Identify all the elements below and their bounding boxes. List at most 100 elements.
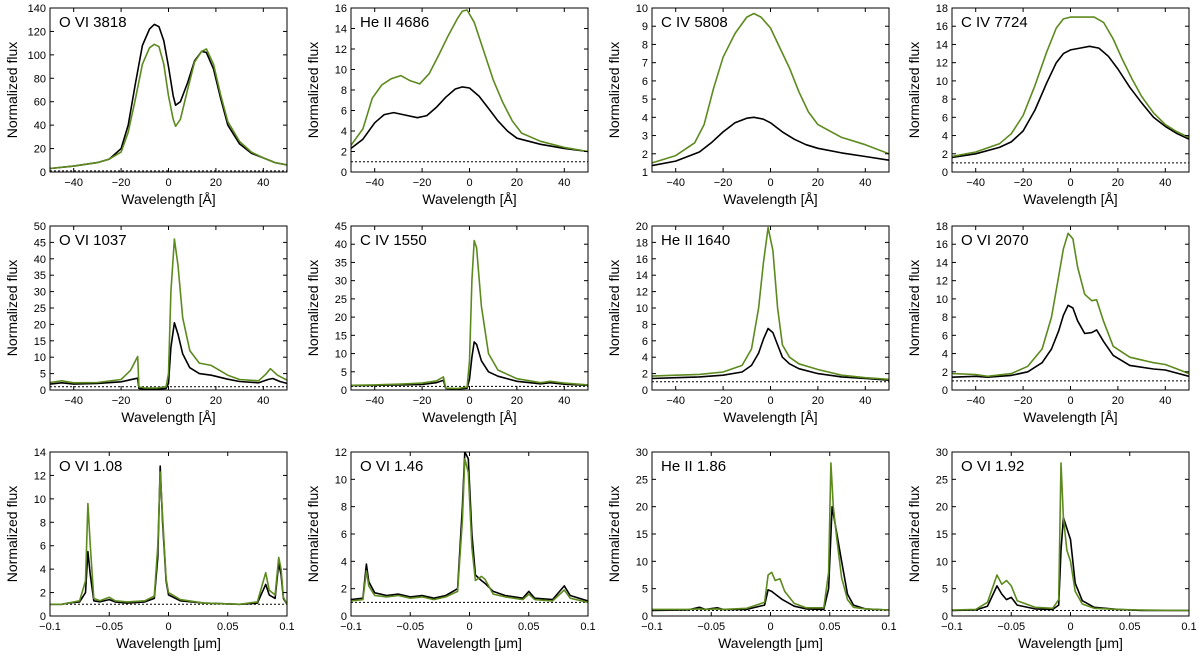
y-tick-label: 8	[642, 39, 648, 51]
y-tick-label: 30	[34, 287, 46, 299]
x-tick-label: 0	[165, 621, 171, 633]
series-line-black	[351, 452, 588, 602]
y-tick-label: 16	[936, 21, 948, 33]
series-line-black	[952, 45, 1189, 159]
y-tick-label: 10	[936, 76, 948, 88]
x-tick-label: −0.1	[340, 621, 362, 633]
x-tick-label: −20	[413, 177, 432, 189]
y-tick-label: 6	[40, 541, 46, 553]
x-axis-label: Wavelength [Å]	[121, 191, 215, 207]
y-tick-label: 2	[341, 584, 347, 596]
x-axis-label: Wavelength [μm]	[718, 635, 823, 651]
x-axis-label: Wavelength [Å]	[723, 191, 817, 207]
y-tick-label: 40	[335, 239, 347, 251]
panel-title: C IV 5808	[661, 14, 728, 31]
x-tick-label: −20	[1014, 395, 1033, 407]
x-tick-label: 0	[1067, 621, 1073, 633]
y-axis-label: Normalized flux	[606, 260, 622, 356]
y-tick-label: 0	[341, 611, 347, 623]
plot-frame	[951, 451, 1190, 617]
y-tick-label: 3	[642, 131, 648, 143]
y-tick-label: 12	[936, 58, 948, 70]
y-tick-label: 15	[936, 529, 948, 541]
series-line-green	[652, 226, 889, 381]
x-tick-label: −20	[714, 395, 733, 407]
y-tick-label: 10	[335, 349, 347, 361]
x-tick-label: −0.05	[697, 621, 725, 633]
chart-panel-12: −0.1 −0.05 0 0.05 0.1 0 5 10 15 20 25 30 O VI 1.92 Wa…	[906, 447, 1197, 651]
x-tick-label: −0.1	[941, 621, 963, 633]
y-tick-label: 12	[936, 276, 948, 288]
plot-frame	[49, 7, 288, 173]
y-tick-label: 7	[642, 58, 648, 70]
y-tick-label: 6	[341, 529, 347, 541]
panel-title: C IV 1550	[360, 232, 427, 249]
y-tick-label: 8	[642, 319, 648, 331]
x-tick-label: 20	[1112, 395, 1124, 407]
x-tick-label: −20	[1014, 177, 1033, 189]
chart-panel-2: −40 −20 0 20 40 0 2 4 6 8 10 12 14 16 He II 4686 Wavele…	[305, 3, 589, 207]
chart-panel-6: −40 −20 0 20 40 0 5 10 15 20 25 30 35 40 45 C IV 1550 Wa…	[305, 221, 589, 425]
y-tick-label: 4	[642, 112, 648, 124]
y-tick-label: 16	[936, 239, 948, 251]
y-tick-label: 5	[642, 94, 648, 106]
y-tick-label: 35	[335, 257, 347, 269]
x-tick-label: −0.1	[641, 621, 663, 633]
panel-title: O VI 1037	[59, 232, 127, 249]
y-tick-label: 20	[936, 502, 948, 514]
series-line-black	[652, 327, 889, 381]
x-tick-label: −40	[666, 177, 685, 189]
y-tick-label: 4	[40, 564, 46, 576]
x-tick-label: 0.1	[580, 621, 595, 633]
x-tick-label: 40	[859, 395, 871, 407]
y-tick-label: 0	[942, 167, 948, 179]
x-tick-label: 20	[812, 177, 824, 189]
y-tick-label: 2	[642, 369, 648, 381]
panel-title: He II 1640	[661, 232, 730, 249]
y-tick-label: 20	[335, 312, 347, 324]
y-tick-label: 0	[642, 385, 648, 397]
x-tick-label: −40	[365, 177, 384, 189]
series-line-green	[952, 232, 1189, 378]
chart-panel-7: −40 −20 0 20 40 0 2 4 6 8 10 12 14 16 18 20 He II 1640 Wa…	[606, 221, 890, 425]
chart-panel-1: −40 −20 0 20 40 0 20 40 60 80 100 120 140 O VI 3818 Wa…	[4, 3, 288, 207]
chart-panel-11: −0.1 −0.05 0 0.05 0.1 0 5 10 15 20 25 30 He II 1.86 W…	[606, 447, 897, 651]
y-axis-label: Normalized flux	[305, 260, 321, 356]
y-tick-label: 5	[942, 584, 948, 596]
series-line-green	[652, 462, 889, 611]
panel-title: He II 1.86	[661, 458, 726, 475]
y-tick-label: 8	[942, 312, 948, 324]
y-axis-label: Normalized flux	[606, 486, 622, 582]
x-tick-label: −40	[966, 177, 985, 189]
x-axis-label: Wavelength [Å]	[422, 409, 516, 425]
series-line-green	[351, 9, 588, 153]
x-tick-label: 0	[767, 395, 773, 407]
y-tick-label: 14	[335, 24, 347, 36]
x-tick-label: 40	[257, 395, 269, 407]
y-tick-label: 10	[636, 303, 648, 315]
y-tick-label: 14	[636, 270, 648, 282]
series-line-green	[50, 43, 287, 170]
panel-title: O VI 1.46	[360, 458, 423, 475]
y-tick-label: 10	[34, 494, 46, 506]
y-tick-label: 14	[936, 257, 948, 269]
y-tick-label: 0	[341, 385, 347, 397]
x-tick-label: −20	[413, 395, 432, 407]
x-tick-label: 40	[1159, 395, 1171, 407]
x-tick-label: 0	[466, 177, 472, 189]
y-tick-label: 15	[335, 330, 347, 342]
chart-panel-10: −0.1 −0.05 0 0.05 0.1 0 2 4 6 8 10 12 O VI 1.46 Wavel…	[305, 447, 596, 651]
y-axis-label: Normalized flux	[305, 42, 321, 138]
y-tick-label: 45	[335, 221, 347, 233]
series-line-black	[50, 23, 287, 170]
y-tick-label: 6	[642, 336, 648, 348]
x-axis-label: Wavelength [Å]	[1023, 191, 1117, 207]
y-tick-label: 80	[34, 73, 46, 85]
y-tick-label: 2	[642, 149, 648, 161]
y-tick-label: 12	[34, 470, 46, 482]
y-tick-label: 40	[34, 120, 46, 132]
x-tick-label: 0.1	[881, 621, 896, 633]
y-tick-label: 20	[34, 144, 46, 156]
x-tick-label: 0	[466, 621, 472, 633]
x-tick-label: −40	[64, 395, 83, 407]
